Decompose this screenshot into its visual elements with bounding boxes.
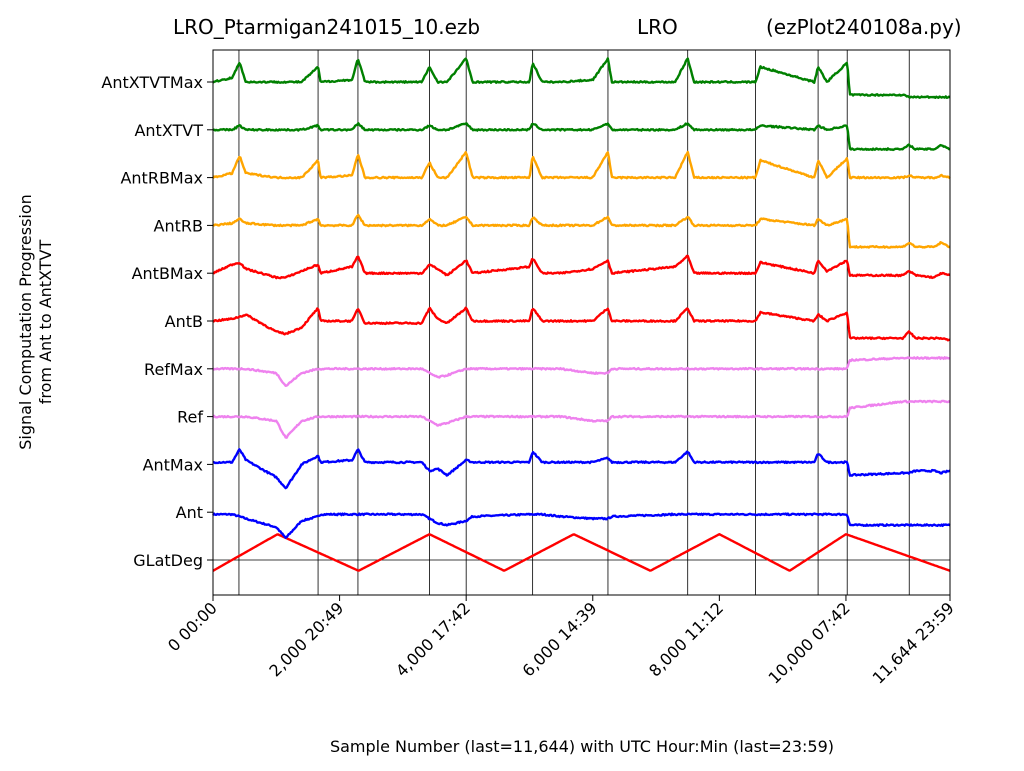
y-tick-label-antrbmax: AntRBMax [120, 169, 203, 188]
series-line-ref [212, 399, 951, 439]
y-tick-label-refmax: RefMax [144, 360, 203, 379]
y-tick-label-antxtvtmax: AntXTVTMax [101, 73, 203, 92]
plot-area [212, 49, 951, 596]
series-line-antxtvt [212, 122, 951, 152]
y-tick-label-glatdeg: GLatDeg [133, 551, 203, 570]
series-line-antbmax [212, 254, 951, 280]
series-line-antrbmax [212, 150, 951, 180]
y-axis-label-group: Signal Computation Progression from Ant … [16, 194, 55, 450]
chart-title-left: LRO_Ptarmigan241015_10.ezb [173, 15, 480, 39]
y-tick-label-ref: Ref [177, 408, 203, 427]
series-line-antmax [212, 448, 951, 490]
y-axis-label-line1: Signal Computation Progression [16, 194, 35, 450]
series-line-antxtvtmax [212, 57, 951, 99]
y-axis-label-line2: from Ant to AntXTVT [36, 240, 55, 405]
series-line-antrb [212, 213, 951, 249]
y-tick-label-ant: Ant [176, 503, 203, 522]
y-tick-label-antb: AntB [165, 312, 203, 331]
y-tick-label-antbmax: AntBMax [132, 264, 203, 283]
series-line-antb [212, 306, 951, 342]
chart-title-right: (ezPlot240108a.py) [766, 15, 962, 39]
y-tick-label-antmax: AntMax [143, 455, 203, 474]
x-axis-label: Sample Number (last=11,644) with UTC Hou… [330, 737, 834, 756]
y-tick-label-antrb: AntRB [154, 216, 203, 235]
plot-frame [212, 49, 951, 596]
chart-title-center: LRO [637, 15, 678, 39]
series-line-refmax [212, 356, 951, 387]
series-line-ant [212, 512, 951, 539]
y-tick-label-antxtvt: AntXTVT [134, 121, 203, 140]
series-line-glatdeg [212, 533, 951, 572]
